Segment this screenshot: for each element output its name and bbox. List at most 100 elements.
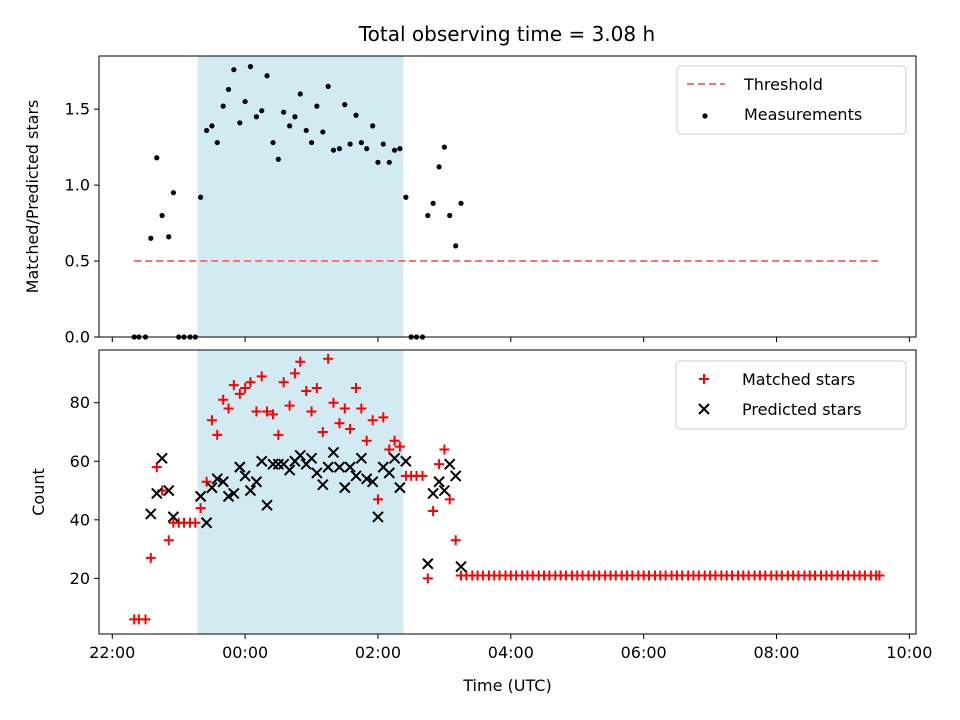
predicted-star-point: [344, 461, 356, 473]
measurement-point: [320, 129, 326, 135]
matched-star-point: [212, 429, 223, 440]
y-tick-label: 0.0: [65, 328, 90, 347]
measurement-point: [425, 212, 431, 219]
predicted-star-point: [360, 473, 373, 485]
measurement-point: [209, 123, 215, 129]
bottom-panel-frame: [98, 349, 917, 635]
predicted-star-point: [394, 481, 406, 494]
matched-star-point: [444, 494, 455, 505]
measurement-point: [242, 98, 248, 105]
top-panel-marks: [131, 64, 880, 340]
measurement-point: [287, 123, 293, 129]
predicted-star-point: [261, 499, 273, 511]
measurement-point: [336, 146, 343, 152]
legend-matched-swatch: [699, 374, 709, 384]
measurement-point: [275, 156, 281, 162]
measurement-point: [198, 194, 204, 200]
x-tick-label: 00:00: [222, 643, 268, 662]
predicted-star-point: [217, 476, 229, 488]
predicted-star-point: [228, 487, 240, 500]
measurement-point: [380, 141, 386, 147]
legend-frame: [676, 65, 907, 135]
matched-star-point: [428, 506, 439, 517]
matched-star-point: [245, 377, 256, 388]
matched-star-point: [273, 429, 284, 440]
legend-label: Threshold: [743, 75, 823, 94]
measurement-point: [342, 102, 348, 108]
predicted-star-point: [167, 511, 180, 523]
matched-star-point: [361, 435, 372, 446]
bottom-panel-counts: 20 40 60 80 22:00 00:00 02:00 04:00 06:00 08:00 1…: [29, 349, 932, 695]
predicted-star-point: [372, 511, 384, 523]
predicted-star-point: [194, 490, 207, 503]
matched-star-point: [218, 394, 229, 405]
measurement-point: [447, 212, 453, 219]
y-tick-label: 40: [70, 510, 90, 529]
matched-star-point: [223, 403, 234, 414]
predicted-star-point: [438, 484, 451, 497]
matched-star-point: [278, 377, 289, 388]
measurement-point: [330, 147, 337, 153]
matched-star-point: [394, 441, 405, 452]
x-axis-label: Time (UTC): [462, 676, 551, 695]
bottom-panel-marks: [129, 353, 885, 625]
matched-star-point: [367, 415, 378, 426]
matched-star-point: [339, 403, 350, 414]
measurement-point: [308, 139, 315, 146]
measurement-point: [364, 146, 370, 152]
matched-star-point: [234, 388, 245, 399]
predicted-star-point: [250, 476, 263, 488]
predicted-star-point: [200, 517, 213, 529]
matched-star-point: [284, 400, 295, 411]
measurement-point: [441, 144, 447, 150]
matched-star-point: [228, 380, 239, 391]
measurement-point: [154, 155, 160, 161]
y-tick-label: 20: [70, 569, 90, 588]
matched-star-point: [351, 383, 362, 394]
bottom-y-axis: 20 40 60 80: [70, 393, 99, 588]
predicted-star-point: [239, 470, 251, 482]
top-panel-frame: [98, 55, 917, 338]
x-tick-label: 06:00: [621, 643, 667, 662]
predicted-star-point: [234, 461, 246, 473]
legend-label: Matched stars: [742, 370, 855, 389]
matched-star-point: [206, 415, 217, 426]
matched-star-point: [439, 444, 450, 455]
predicted-star-point: [151, 487, 163, 500]
measurement-point: [297, 91, 303, 97]
y-tick-label: 80: [70, 393, 90, 412]
matched-star-point: [151, 462, 162, 473]
matched-star-point: [372, 494, 383, 505]
y-tick-label: 1.0: [65, 176, 90, 195]
predicted-star-point: [145, 508, 157, 520]
predicted-star-point: [449, 470, 462, 482]
measurement-point: [214, 139, 220, 146]
measurement-point: [370, 123, 376, 129]
measurement-point: [159, 212, 165, 219]
y-tick-label: 60: [70, 452, 90, 471]
measurement-point: [436, 164, 442, 170]
matched-star-point: [289, 368, 300, 379]
predicted-star-point: [294, 449, 306, 462]
top-observing-window-shade: [197, 56, 404, 337]
matched-star-point: [240, 383, 251, 394]
measurement-point: [148, 235, 154, 241]
matched-star-point: [417, 470, 428, 481]
matched-star-point: [201, 476, 212, 487]
matched-star-point: [874, 570, 885, 581]
measurement-point: [375, 159, 381, 165]
predicted-star-point: [222, 490, 235, 503]
bottom-observing-window-shade: [197, 350, 404, 634]
predicted-star-point: [422, 558, 434, 570]
predicted-star-point: [333, 461, 346, 473]
predicted-star-point: [256, 455, 268, 467]
predicted-star-point: [317, 478, 329, 491]
predicted-star-point: [427, 487, 439, 500]
top-y-axis-label: Matched/Predicted stars: [23, 100, 42, 294]
measurement-point: [353, 112, 359, 118]
predicted-star-point: [388, 452, 401, 465]
matched-star-point: [301, 385, 312, 396]
x-tick-label: 08:00: [753, 643, 799, 662]
predicted-star-point: [339, 481, 351, 494]
measurement-point: [247, 64, 254, 70]
